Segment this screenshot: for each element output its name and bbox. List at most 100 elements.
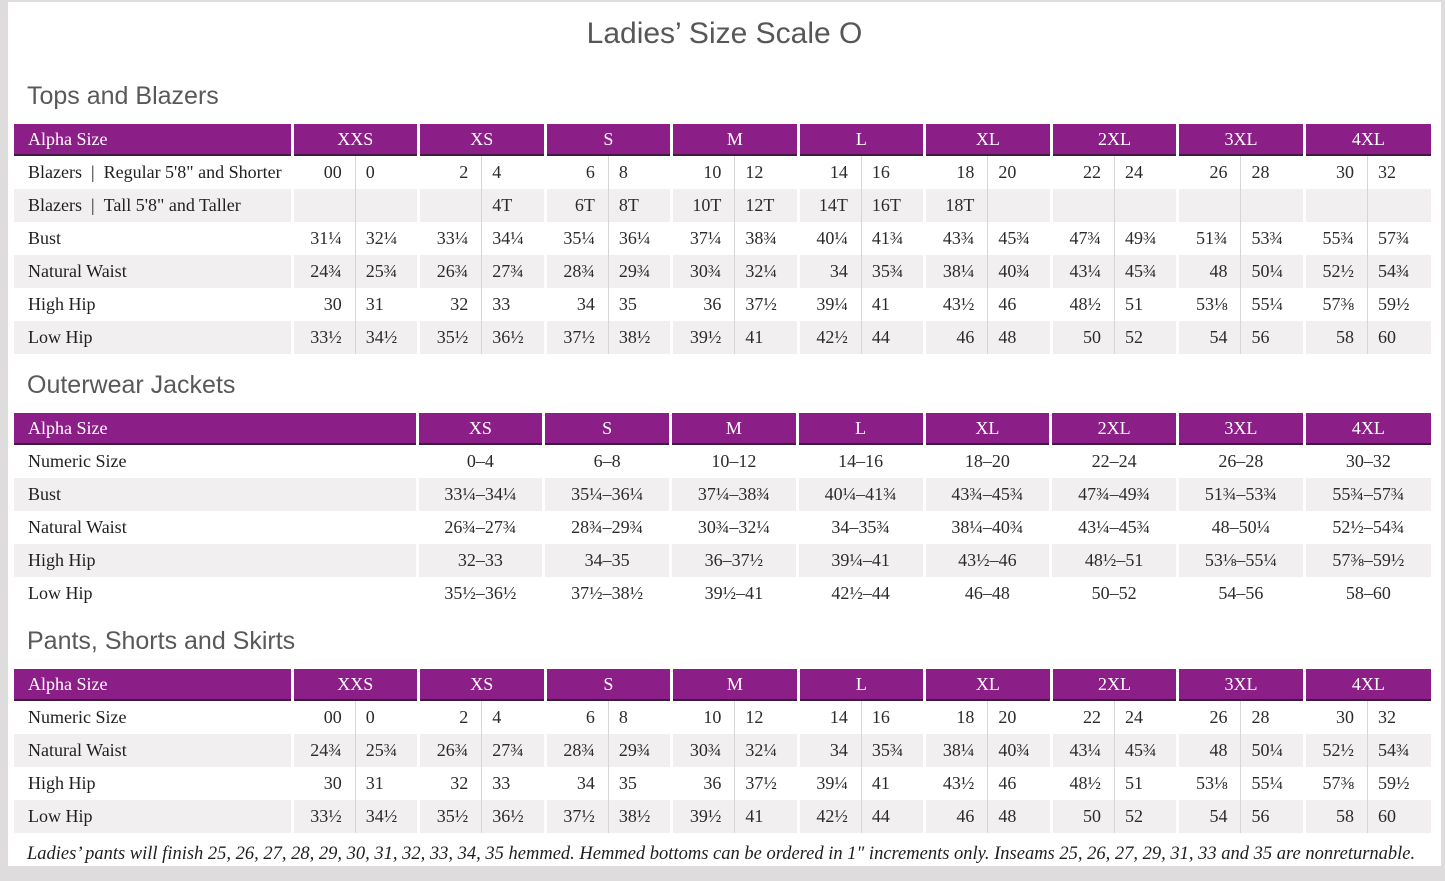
row-label: High Hip (14, 544, 417, 577)
size-cell: 57⅜ (1302, 767, 1368, 800)
table-row: Bust 33¼–34¼ 35¼–36¼ 37¼–38¾ 40¼–41¾ 43¾–45¾ 4… (14, 478, 1431, 511)
size-cell: 32 (417, 288, 482, 321)
size-cell: 20 (987, 700, 1052, 734)
size-cell: 48 (987, 800, 1052, 833)
alpha-size-header: Alpha Size (14, 124, 292, 156)
size-cell: 56 (1240, 321, 1305, 354)
size-cell: 43¾ (923, 222, 988, 255)
size-column-header: L (796, 124, 925, 156)
size-column-header: 3XL (1176, 413, 1305, 445)
size-cell: 30¾ (670, 734, 735, 767)
size-cell: 22–24 (1049, 444, 1178, 478)
size-table-outerwear-jackets: Alpha Size XS S M L XL 2XL 3XL 4XL Numeric Size 0–… (14, 413, 1431, 610)
size-cell: 59½ (1367, 767, 1431, 800)
size-column-header: M (669, 413, 798, 445)
size-cell: 57⅜–59½ (1302, 544, 1431, 577)
size-cell: 44 (860, 800, 925, 833)
table-row: Bust 31¼ 32¼ 33¼ 34¼ 35¼ 36¼ 37¼ 38¾ 40¼ 41¾ 43¾ 45¾… (14, 222, 1431, 255)
size-cell (1176, 189, 1241, 222)
size-cell: 37¼ (670, 222, 735, 255)
size-cell: 43½ (923, 288, 988, 321)
size-cell: 35¾ (860, 734, 925, 767)
size-cell: 8T (607, 189, 672, 222)
size-cell: 28¾ (543, 734, 609, 767)
size-cell: 34–35¾ (795, 511, 924, 544)
size-cell: 41 (860, 288, 925, 321)
size-cell: 20 (987, 155, 1052, 189)
size-column-header: XL (923, 669, 1052, 701)
size-cell: 41 (734, 800, 799, 833)
size-cell: 14–16 (795, 444, 924, 478)
size-cell: 37½–38½ (542, 577, 671, 610)
size-cell: 40¾ (987, 255, 1052, 288)
size-cell: 30–32 (1302, 444, 1431, 478)
size-cell: 45¾ (1113, 734, 1178, 767)
size-cell: 16T (860, 189, 925, 222)
size-cell: 39¼ (796, 767, 862, 800)
size-cell: 48 (987, 321, 1052, 354)
size-column-header: 4XL (1302, 413, 1431, 445)
document-page: Ladies’ Size Scale O Tops and Blazers Alp… (8, 2, 1441, 866)
size-cell: 32 (1367, 700, 1431, 734)
row-label: Blazers | Tall 5'8" and Taller (14, 189, 292, 222)
size-cell: 6 (543, 155, 609, 189)
size-cell: 53⅛ (1176, 288, 1241, 321)
size-cell: 43¼ (1049, 255, 1115, 288)
size-cell: 4T (481, 189, 546, 222)
size-cell: 34–35 (542, 544, 671, 577)
size-cell: 26 (1176, 155, 1241, 189)
size-cell: 0–4 (415, 444, 544, 478)
size-column-header: 2XL (1049, 669, 1178, 701)
size-cell: 37½ (543, 321, 609, 354)
section-pants-shorts-and-skirts: Pants, Shorts and Skirts Alpha Size XXS XS S… (8, 627, 1441, 833)
size-cell: 55¾ (1302, 222, 1368, 255)
size-cell: 53⅛ (1176, 767, 1241, 800)
size-cell: 48–50¼ (1176, 511, 1305, 544)
size-cell: 36 (670, 288, 735, 321)
size-cell: 33½ (290, 321, 356, 354)
size-cell (1113, 189, 1178, 222)
size-cell: 26 (1176, 700, 1241, 734)
size-cell: 42½ (796, 800, 862, 833)
size-cell: 35¾ (860, 255, 925, 288)
size-cell: 51 (1113, 767, 1178, 800)
size-cell: 39½ (670, 800, 735, 833)
size-cell: 38¼ (923, 734, 988, 767)
size-cell: 55¾–57¾ (1302, 478, 1431, 511)
size-cell: 54¾ (1367, 734, 1431, 767)
size-cell: 49¾ (1113, 222, 1178, 255)
size-cell: 10–12 (669, 444, 798, 478)
size-cell: 35½ (417, 321, 482, 354)
size-cell: 26¾ (417, 734, 482, 767)
size-cell: 54 (1176, 321, 1241, 354)
size-cell: 30 (290, 288, 356, 321)
size-cell: 54 (1176, 800, 1241, 833)
size-cell: 18T (923, 189, 988, 222)
size-cell: 58 (1302, 800, 1368, 833)
size-cell: 52½ (1302, 734, 1368, 767)
row-label: Natural Waist (14, 734, 292, 767)
size-table-tops-and-blazers: Alpha Size XXS XS S M L XL 2XL 3XL 4XL Blazers | R… (14, 124, 1431, 354)
size-column-header: XS (415, 413, 544, 445)
size-cell: 40¼–41¾ (795, 478, 924, 511)
size-column-header: XXS (290, 669, 419, 701)
size-cell: 53¾ (1240, 222, 1305, 255)
size-cell: 43¾–45¾ (922, 478, 1051, 511)
size-cell: 48½ (1049, 767, 1115, 800)
size-cell: 30¾–32¼ (669, 511, 798, 544)
size-cell: 25¾ (354, 255, 419, 288)
size-column-header: XS (417, 669, 546, 701)
size-cell: 30 (290, 767, 356, 800)
size-column-header: 4XL (1302, 669, 1431, 701)
table-row: Low Hip 35½–36½ 37½–38½ 39½–41 42½–44 46–48 50… (14, 577, 1431, 610)
size-column-header: S (543, 669, 672, 701)
size-cell: 28¾ (543, 255, 609, 288)
section-heading: Tops and Blazers (27, 82, 219, 110)
table-row: Numeric Size 0–4 6–8 10–12 14–16 18–20 22–24 26… (14, 444, 1431, 478)
size-cell: 50¼ (1240, 734, 1305, 767)
size-cell: 2 (417, 700, 482, 734)
size-cell: 33 (481, 767, 546, 800)
size-cell: 14T (796, 189, 862, 222)
size-cell: 26¾ (417, 255, 482, 288)
row-label: Blazers | Regular 5'8" and Shorter (14, 155, 292, 189)
